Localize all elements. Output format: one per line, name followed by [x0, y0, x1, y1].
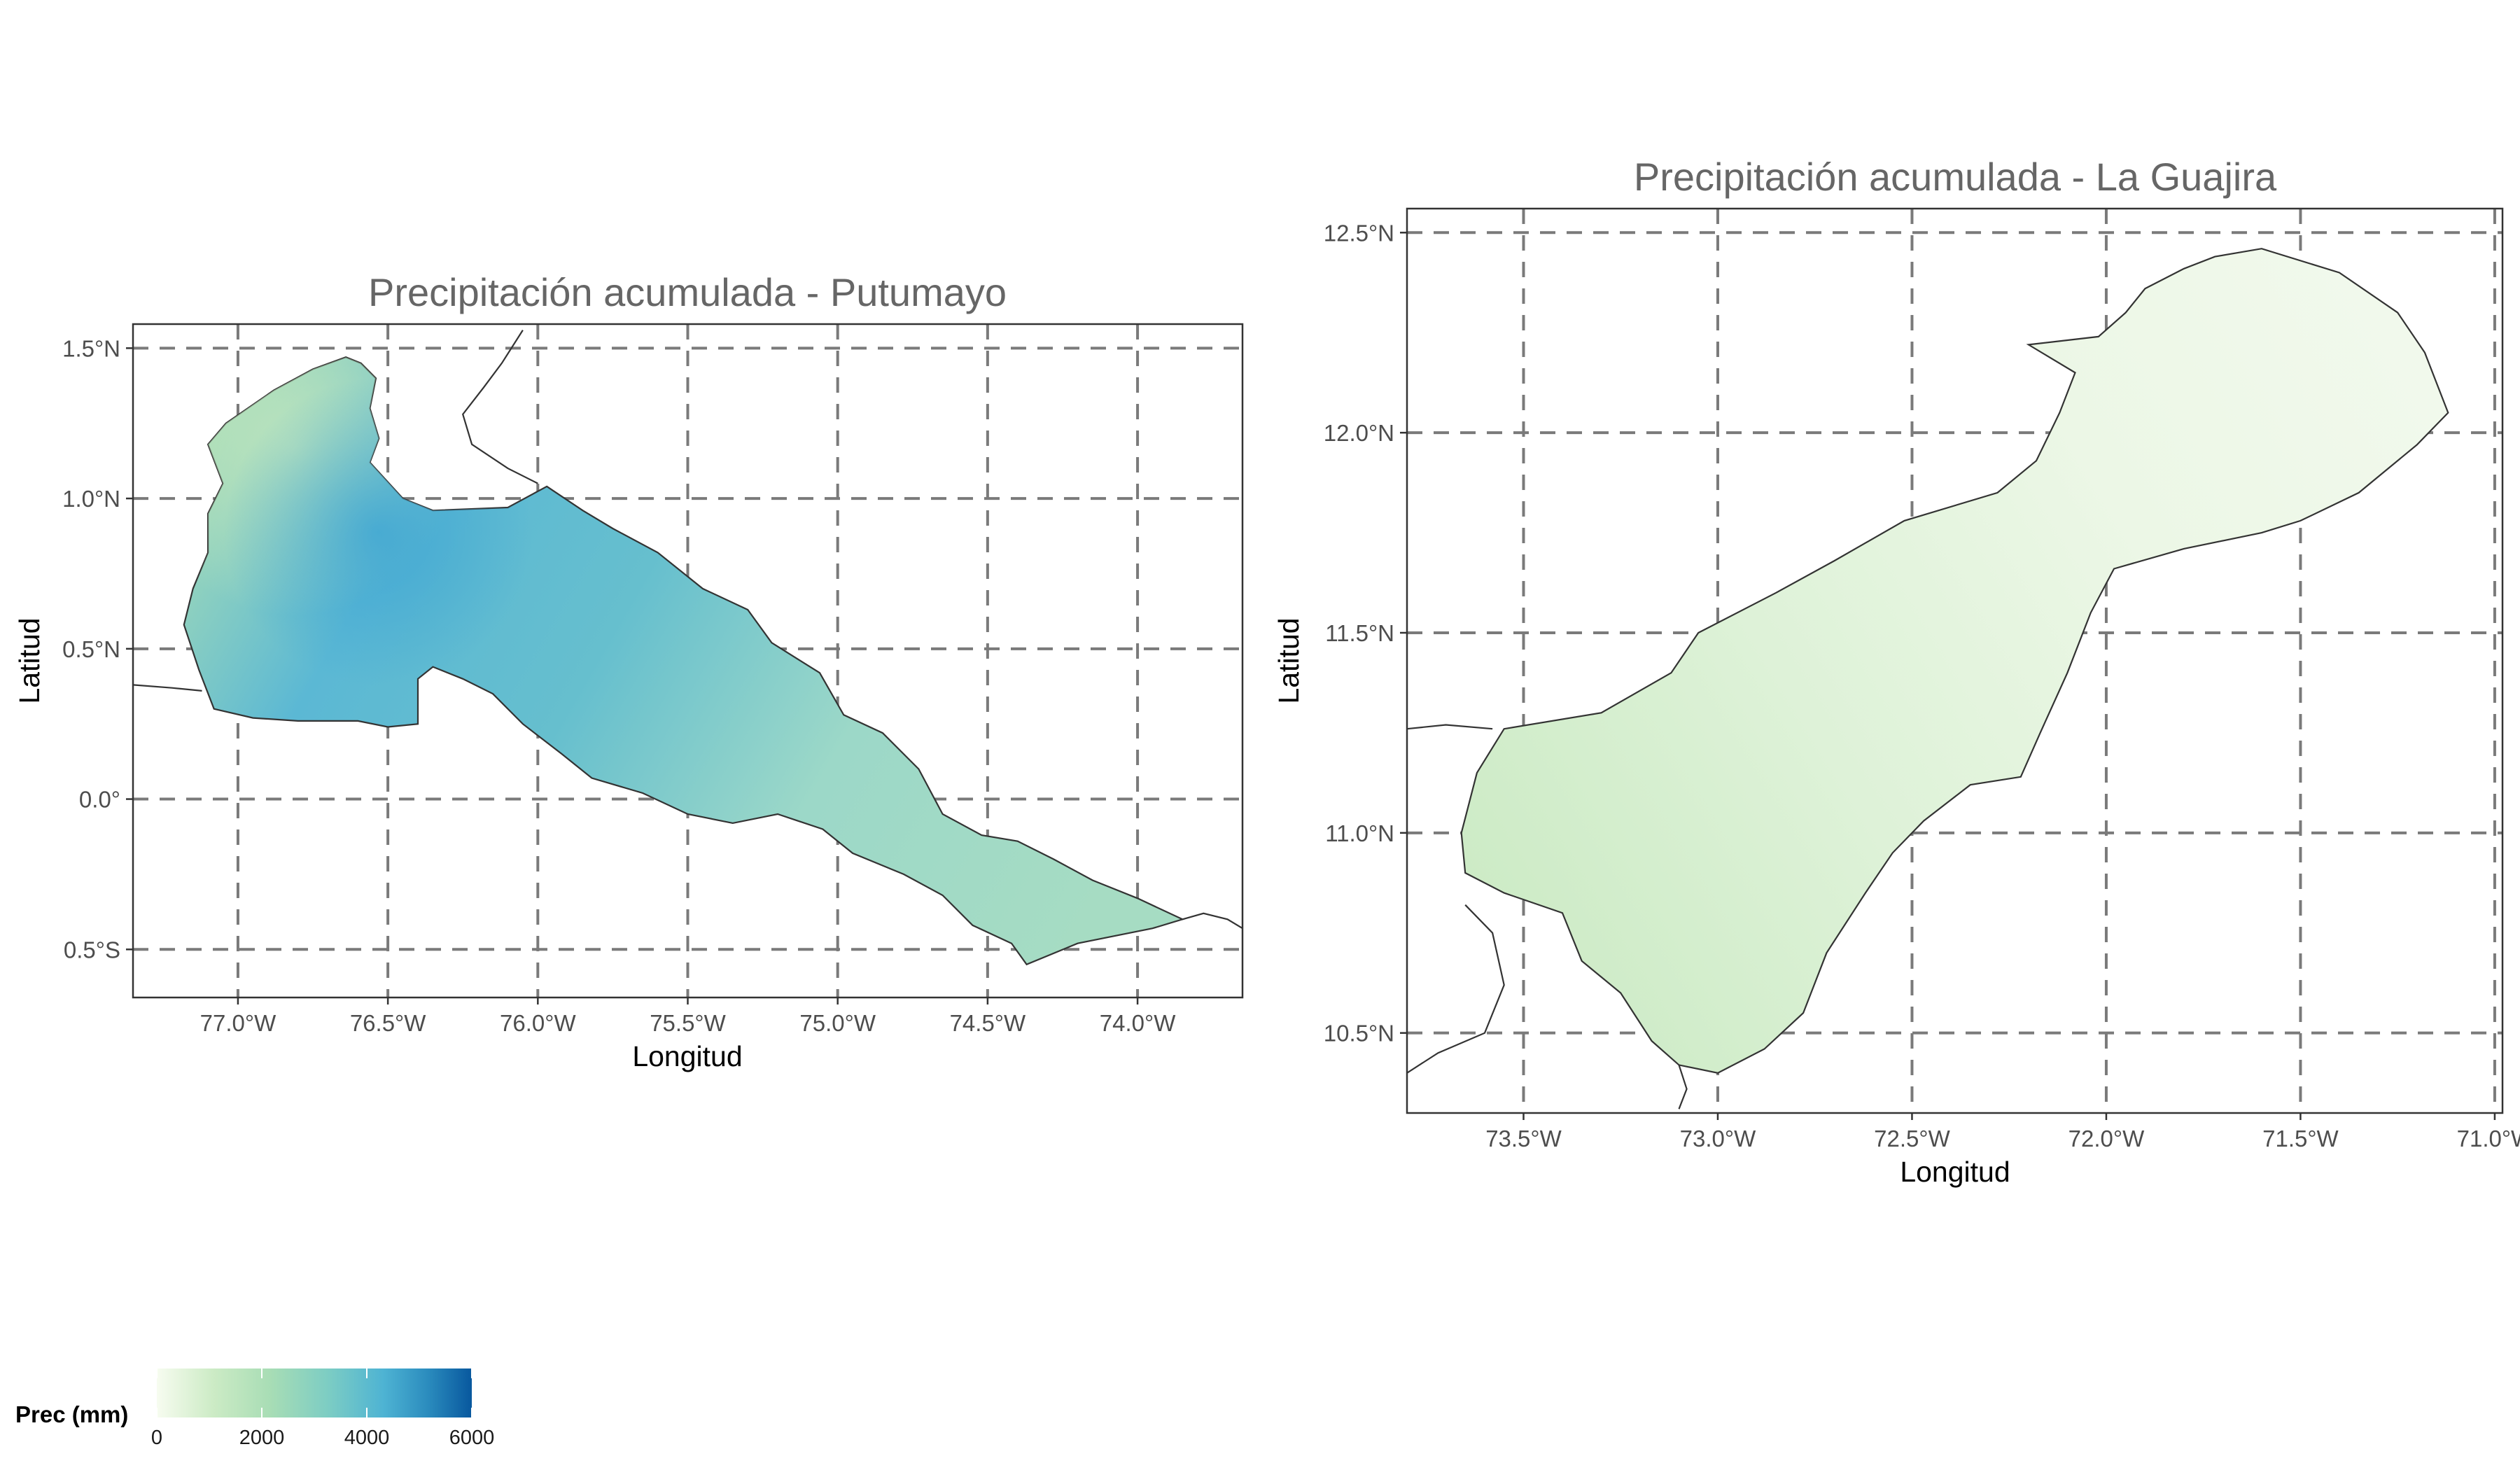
- legend-tick-label: 0: [151, 1427, 162, 1449]
- country-border-line: [133, 684, 202, 692]
- legend-tick-label: 2000: [239, 1427, 285, 1449]
- x-tick-label: 71.5°W: [2262, 1126, 2339, 1152]
- country-border-line: [1182, 912, 1242, 930]
- y-tick-label: 0.5°S: [64, 937, 120, 962]
- y-tick-label: 12.0°N: [1324, 420, 1394, 446]
- x-tick-label: 72.0°W: [2068, 1126, 2145, 1152]
- country-border-line: [1407, 724, 1493, 730]
- x-tick-label: 75.5°W: [650, 1010, 726, 1036]
- y-axis-title: Latitud: [1273, 617, 1305, 704]
- x-axis-title: Longitud: [1900, 1156, 2010, 1188]
- x-tick-label: 73.5°W: [1485, 1126, 1562, 1152]
- legend-colorbar: [157, 1368, 472, 1418]
- y-tick-label: 0.0°: [79, 787, 120, 813]
- country-border-line: [1407, 904, 1505, 1074]
- y-axis-ticks: 1.5°N 1.0°N 0.5°N 0.0° 0.5°S: [62, 335, 133, 962]
- y-tick-label: 10.5°N: [1324, 1021, 1394, 1046]
- y-tick-label: 11.5°N: [1325, 620, 1394, 646]
- x-axis-title: Longitud: [632, 1040, 742, 1072]
- x-tick-label: 72.5°W: [1874, 1126, 1950, 1152]
- x-tick-label: 77.0°W: [200, 1010, 276, 1036]
- y-tick-label: 12.5°N: [1324, 220, 1394, 246]
- y-tick-label: 11.0°N: [1325, 820, 1394, 846]
- y-axis-title: Latitud: [13, 617, 46, 704]
- y-tick-label: 1.0°N: [62, 486, 120, 512]
- legend-title: Prec (mm): [15, 1401, 128, 1427]
- map-panel-putumayo: Precipitación acumulada - Putumayo 77.0°…: [13, 270, 1244, 1072]
- y-tick-label: 0.5°N: [62, 636, 120, 662]
- x-axis-ticks: 73.5°W 73.0°W 72.5°W 72.0°W 71.5°W 71.0°W: [1485, 1113, 2520, 1152]
- x-tick-label: 71.0°W: [2457, 1126, 2520, 1152]
- color-legend: Prec (mm) 0 2000 4000 6000: [15, 1368, 494, 1449]
- legend-tick-label: 4000: [344, 1427, 390, 1449]
- neighbor-borders: [133, 330, 1242, 930]
- x-axis-ticks: 77.0°W 76.5°W 76.0°W 75.5°W 75.0°W 74.5°W 74.0…: [200, 997, 1176, 1036]
- x-tick-label: 76.5°W: [350, 1010, 426, 1036]
- x-tick-label: 75.0°W: [799, 1010, 876, 1036]
- plot-frame: [1406, 207, 2504, 1114]
- map-panel-la-guajira: Precipitación acumulada - La Guajira 73.…: [1273, 155, 2520, 1188]
- x-tick-label: 76.0°W: [500, 1010, 576, 1036]
- wet-slope-shading: [183, 357, 1183, 965]
- x-tick-label: 73.0°W: [1680, 1126, 1756, 1152]
- x-tick-label: 74.5°W: [950, 1010, 1026, 1036]
- legend-tick-label: 6000: [449, 1427, 495, 1449]
- region-la-guajira: [1460, 248, 2449, 1074]
- y-tick-label: 1.5°N: [62, 335, 120, 361]
- country-border-line: [1678, 1065, 1688, 1110]
- map-title: Precipitación acumulada - La Guajira: [1634, 155, 2277, 199]
- map-title: Precipitación acumulada - Putumayo: [368, 270, 1007, 314]
- neighbor-borders: [1407, 724, 1688, 1110]
- country-border-line: [461, 330, 538, 484]
- y-axis-ticks: 12.5°N 12.0°N 11.5°N 11.0°N 10.5°N: [1324, 220, 1407, 1046]
- legend-ticks: 0 2000 4000 6000: [151, 1368, 494, 1449]
- x-tick-label: 74.0°W: [1100, 1010, 1176, 1036]
